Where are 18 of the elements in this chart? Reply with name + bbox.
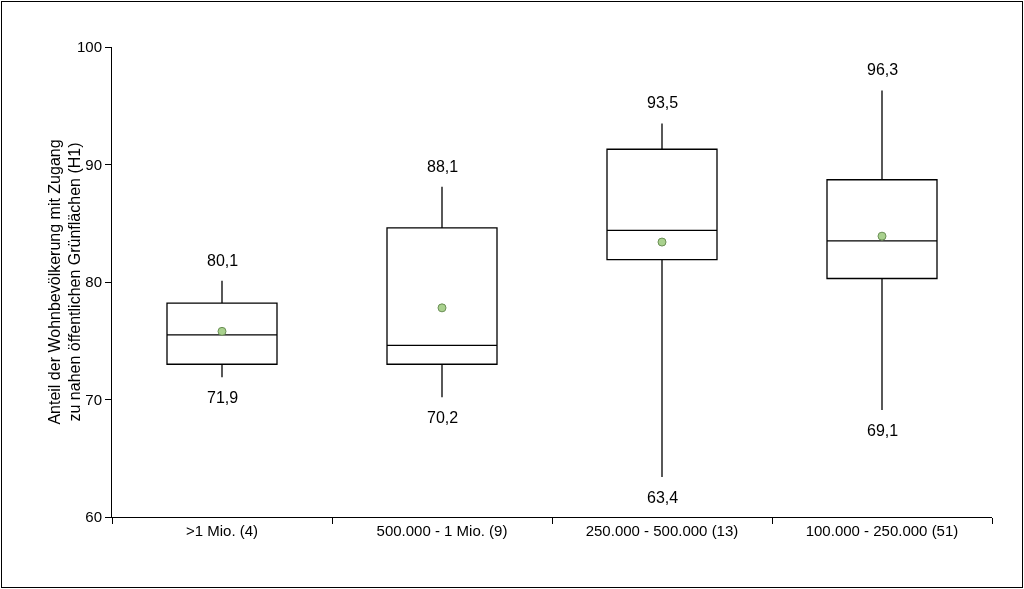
y-tick-label: 100: [76, 38, 102, 56]
annotation: 71,9: [207, 389, 239, 406]
x-tick-label: >1 Mio. (4): [185, 522, 259, 539]
annotation: 88,1: [427, 158, 459, 175]
y-tick-label: 60: [85, 508, 102, 526]
x-tick-label: 100.000 - 250.000 (51): [805, 522, 959, 539]
annotation: 80,1: [207, 252, 239, 269]
annotation: 70,2: [427, 409, 459, 426]
y-tick-label: 70: [85, 390, 102, 408]
x-tick-label: 500.000 - 1 Mio. (9): [376, 522, 508, 539]
annotation: 69,1: [867, 422, 899, 439]
y-tick-label: 80: [85, 273, 102, 291]
x-tick-label: 250.000 - 500.000 (13): [585, 522, 739, 539]
annotation: 93,5: [647, 94, 679, 111]
annotation: 96,3: [867, 61, 899, 78]
y-tick-label: 90: [85, 155, 102, 173]
y-axis-title: Anteil der Wohnbevölkerung mit Zugang zu nahen öffentlichen Grünflächen (H1): [45, 139, 84, 425]
annotation: 63,4: [647, 489, 679, 506]
